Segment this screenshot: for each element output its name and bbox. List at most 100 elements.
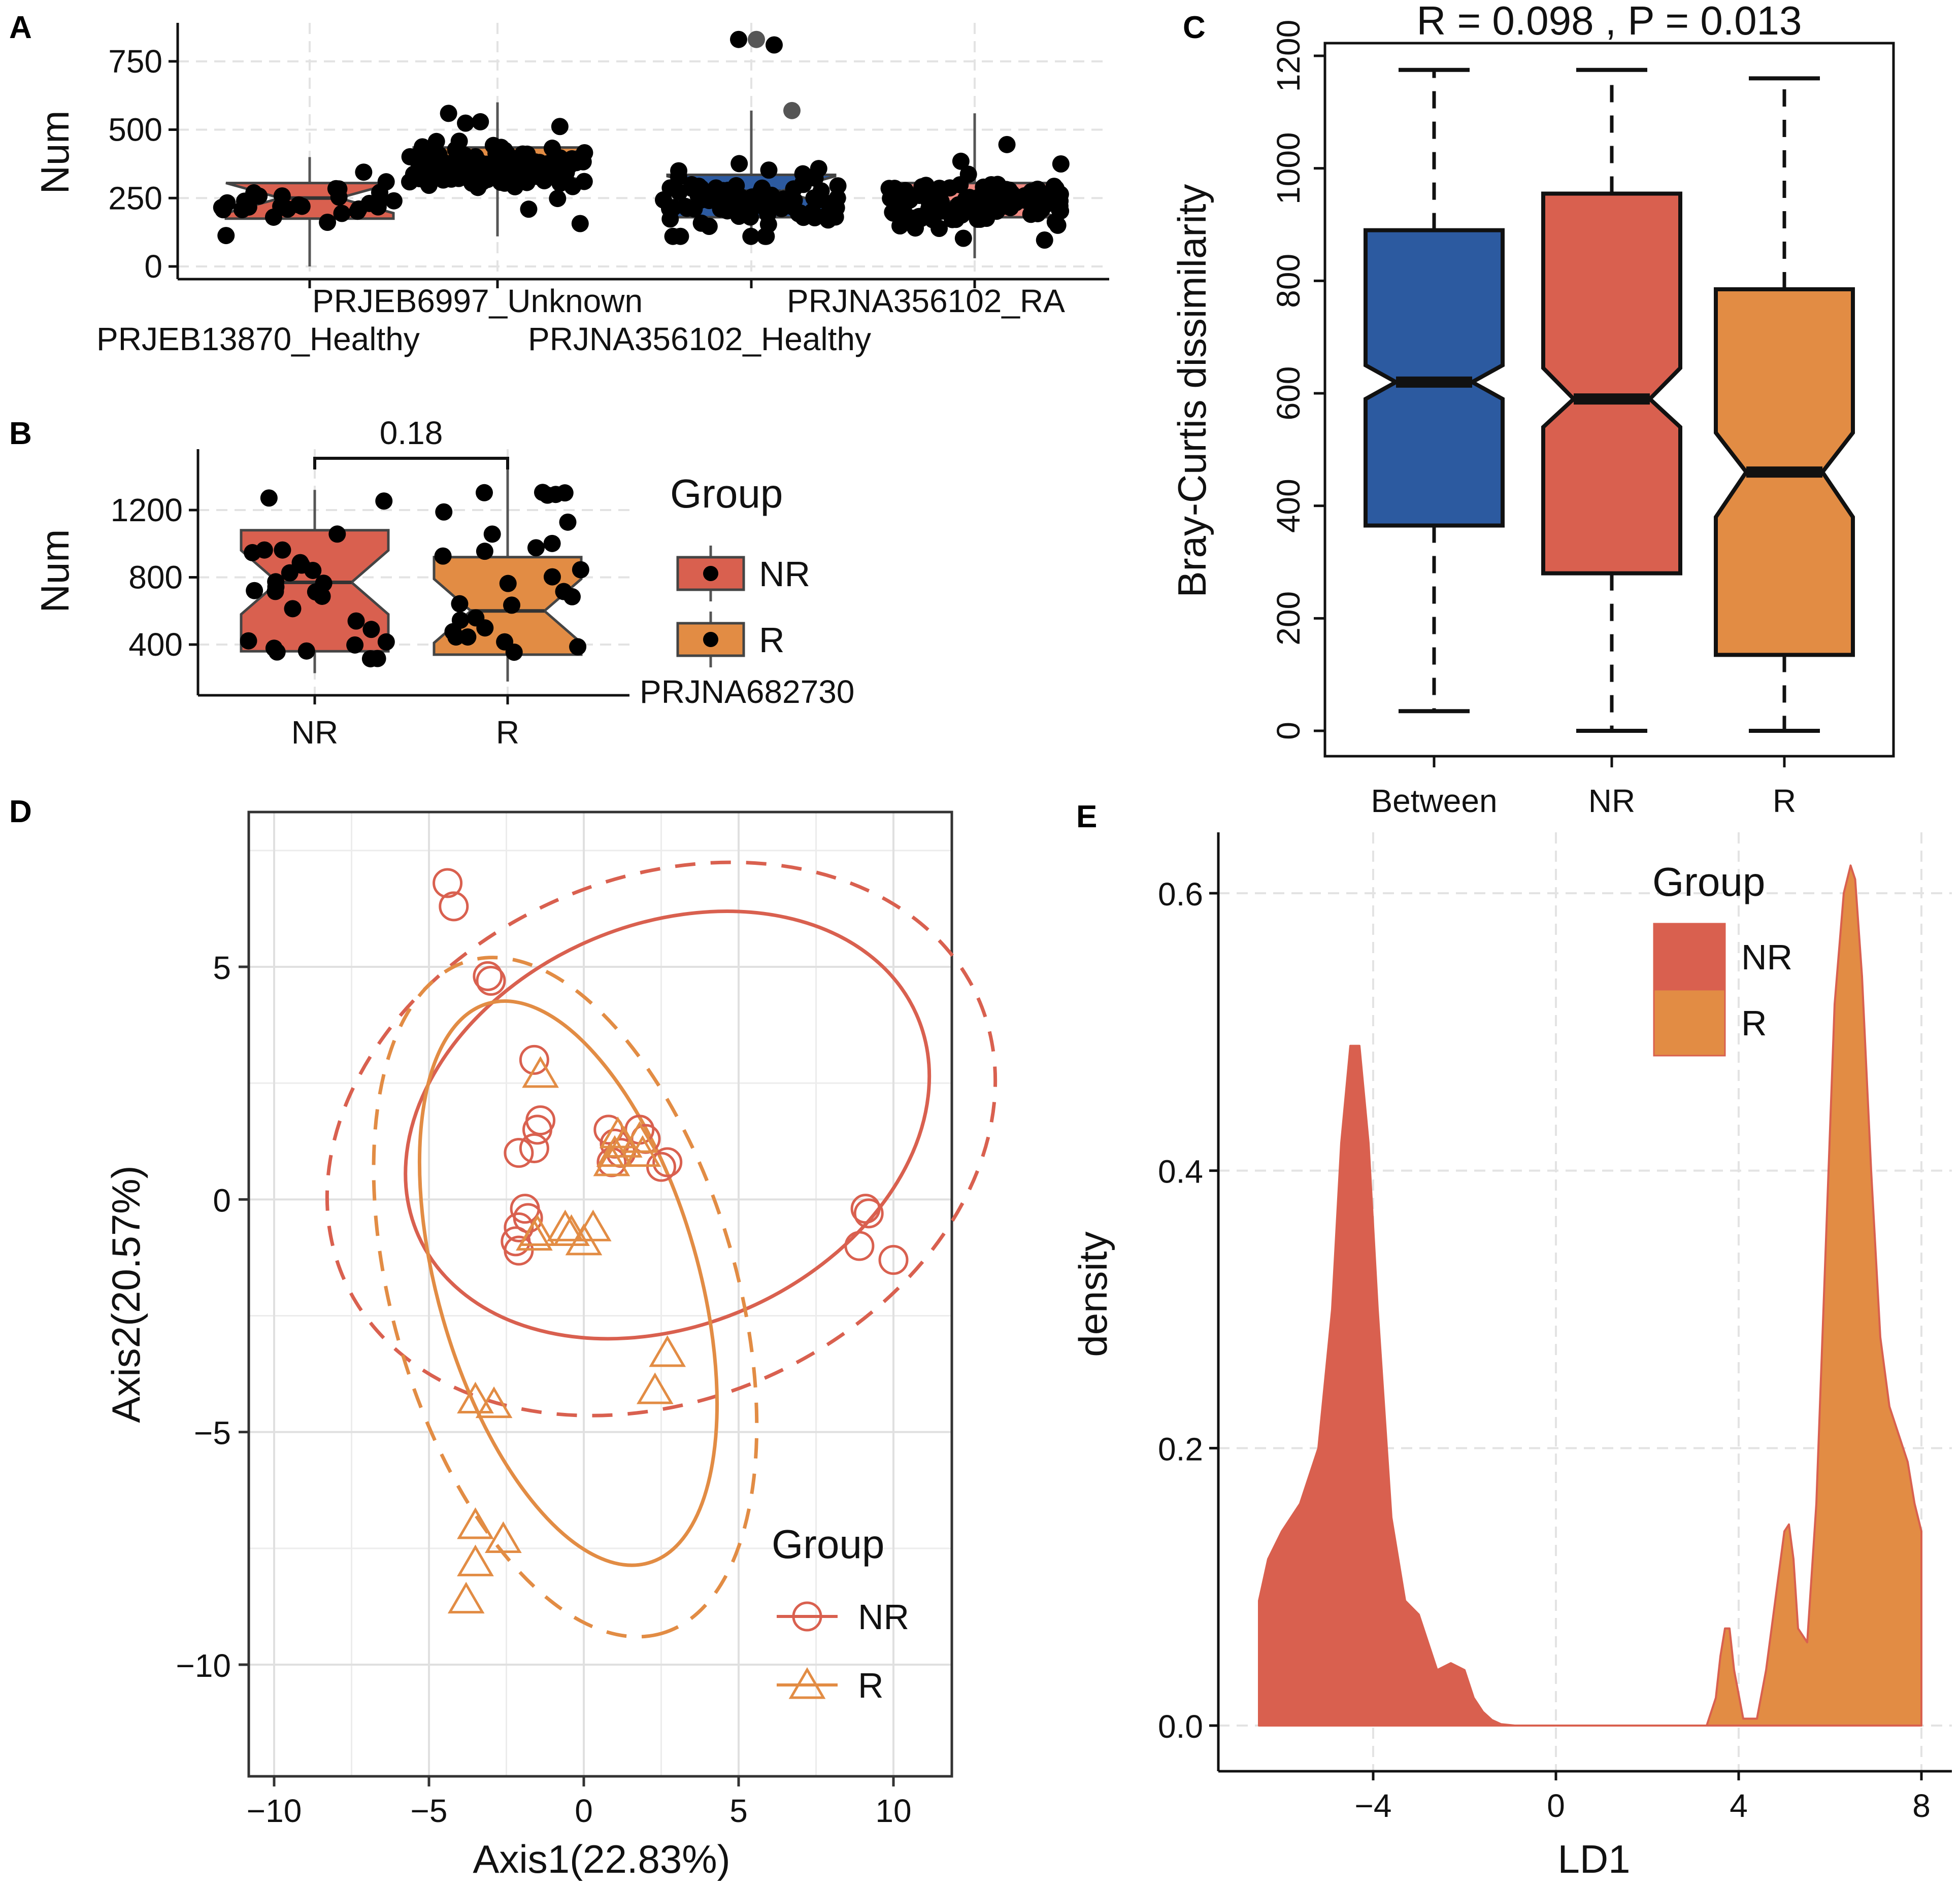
a-point (678, 199, 696, 217)
a-point (794, 174, 812, 191)
a-outlier (730, 30, 747, 48)
a-point (1049, 216, 1067, 234)
a-point (435, 171, 452, 189)
d-point-r (485, 1521, 522, 1553)
d-point-nr (473, 961, 503, 991)
d-xtick-label: −5 (411, 1793, 448, 1829)
d-point-r (649, 1335, 686, 1367)
b-point (447, 628, 465, 646)
d-xtick-label: 10 (875, 1793, 911, 1829)
d-legend-marker (788, 1667, 826, 1699)
b-point (563, 588, 581, 605)
b-point (297, 642, 315, 660)
a-point (1052, 155, 1070, 173)
b-point (476, 619, 494, 637)
d-legend-marker (792, 1601, 822, 1632)
c-ytick-label: 0 (1270, 722, 1307, 740)
a-point (437, 155, 454, 173)
a-point (509, 152, 527, 170)
a-point (549, 190, 567, 208)
a-point (882, 181, 900, 198)
d-point-r (605, 1126, 643, 1158)
d-xtick-label: 0 (575, 1793, 593, 1829)
e-xtick-label: 0 (1547, 1787, 1565, 1824)
d-point-r (516, 1219, 553, 1251)
d-point-nr (850, 1194, 881, 1224)
d-ytick-label: −5 (194, 1415, 231, 1452)
b-point (434, 547, 452, 565)
a-point (670, 168, 687, 186)
a-point (742, 208, 759, 226)
a-point (700, 218, 718, 235)
b-point (527, 539, 545, 557)
d-point-r (475, 1386, 513, 1419)
e-density-nr (1258, 1044, 1708, 1727)
a-point (355, 163, 373, 181)
a-xtick-label: PRJNA356102_Healthy (528, 321, 871, 357)
b-point (347, 612, 365, 630)
d-point-r (565, 1223, 603, 1256)
a-point (1052, 202, 1070, 220)
a-point (805, 189, 823, 207)
b-point (483, 525, 501, 543)
a-point (420, 177, 438, 194)
d-ellipse-r (417, 999, 719, 1567)
a-point (707, 179, 725, 197)
b-point (572, 561, 589, 579)
d-legend-title: Group (772, 1522, 884, 1567)
a-point (1037, 196, 1054, 214)
a-point (998, 136, 1016, 153)
panel-c-chart: 0 200 400 600 800 1000 1200 Between NR R Bray-Curt… (1170, 0, 1895, 819)
b-point (505, 644, 523, 661)
b-xtick-label: NR (291, 714, 338, 751)
d-x-title: Axis1(22.83%) (473, 1837, 730, 1881)
b-point (255, 541, 273, 559)
a-point (385, 192, 403, 210)
a-point (543, 140, 561, 157)
a-point (785, 191, 803, 209)
c-ytick-label: 1200 (1270, 20, 1307, 92)
d-ellipse-nr (325, 860, 998, 1418)
e-xtick-label: −4 (1355, 1787, 1392, 1824)
b-xtick-label: R (496, 714, 519, 751)
a-ytick-label: 250 (108, 180, 162, 216)
b-point (451, 595, 469, 613)
a-point (928, 201, 946, 219)
panel-d-chart: −10 −5 0 5 10 −10 −5 0 5 Axis1(22.83%) Axis2(20.57… (104, 811, 998, 1881)
e-x-title: LD1 (1557, 1837, 1630, 1881)
a-point (804, 203, 821, 220)
e-ytick-label: 0.6 (1158, 876, 1203, 913)
panel-b-chart: 0.18 400 800 1200 NR R PRJNA682730 Num Group NR R (32, 415, 854, 751)
a-point (236, 192, 253, 210)
b-y-title: Num (32, 529, 77, 613)
b-legend-label: R (759, 620, 785, 660)
d-point-r (553, 1214, 590, 1246)
b-point (346, 636, 364, 654)
panel-a-chart: 0 250 500 750 PRJEB13870_HealthyPRJEB6997_Un… (32, 23, 1109, 357)
d-point-nr (439, 891, 469, 922)
a-point (941, 179, 959, 197)
a-point (961, 189, 979, 207)
b-point (274, 541, 291, 559)
panel-label-b: B (9, 416, 32, 451)
d-point-nr (878, 1245, 909, 1275)
a-point (568, 154, 585, 172)
b-ytick-label: 1200 (111, 492, 183, 528)
d-xtick-label: 5 (729, 1793, 748, 1829)
a-point (493, 167, 511, 185)
a-point (349, 203, 367, 220)
d-legend-label: NR (858, 1597, 909, 1637)
d-point-nr (525, 1105, 556, 1135)
d-legend-label: R (858, 1666, 884, 1705)
b-point (291, 554, 309, 571)
a-outlier (748, 30, 765, 48)
b-point (559, 513, 577, 531)
d-ellipse-nr (404, 909, 932, 1341)
d-point-r (621, 1121, 658, 1153)
c-xtick-label: R (1773, 783, 1796, 819)
a-ytick-label: 0 (144, 248, 162, 285)
a-point (1036, 231, 1053, 249)
a-point (890, 196, 908, 214)
d-point-r (522, 1056, 559, 1088)
